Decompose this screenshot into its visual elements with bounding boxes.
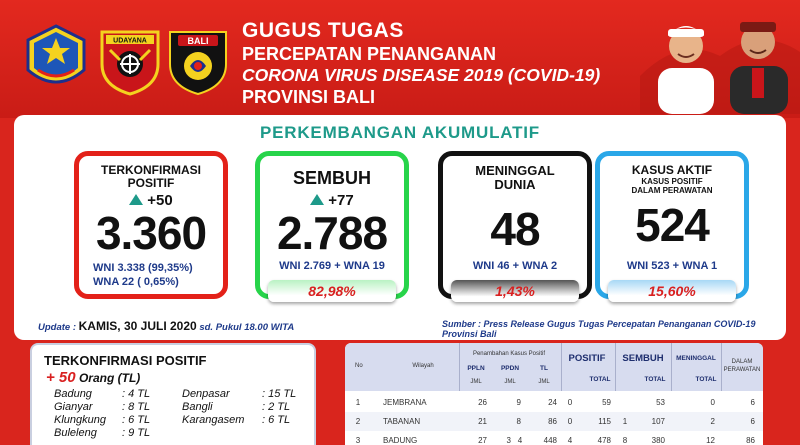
- deaths-sub: WNI 46 + WNA 2: [472, 260, 558, 272]
- recovered-percent: 82,98%: [268, 280, 396, 302]
- deaths-label-1: MENINGGAL: [475, 163, 555, 178]
- district-item: Bangli: 2 TL: [182, 401, 291, 413]
- header-title-2: PERCEPATAN PENANGANAN: [242, 44, 497, 64]
- update-bar: Update : KAMIS, 30 JULI 2020 sd. Pukul 1…: [38, 319, 778, 333]
- udayana-logo-text: UDAYANA: [113, 38, 147, 45]
- active-value: 524: [635, 199, 710, 251]
- col-positif: POSITIF: [568, 353, 606, 364]
- district-item: Karangasem: 6 TL: [182, 414, 291, 426]
- district-item: Badung: 4 TL: [54, 388, 151, 400]
- confirmed-value: 3.360: [95, 207, 207, 259]
- col-tl: TL: [540, 365, 548, 372]
- bali-province-logo: [26, 24, 86, 84]
- official-right-figure: [730, 22, 788, 114]
- bali-logo-text: BALI: [188, 36, 209, 46]
- confirmed-sub-wna: WNA 22 ( 0,65%): [93, 276, 179, 288]
- col-penambahan: Penambahan Kasus Positif: [472, 351, 546, 357]
- table-row: 3 BADUNG 27 3 4 448 4 478 8 380 12 86: [355, 436, 755, 445]
- active-label-3: DALAM PERAWATAN: [631, 186, 713, 195]
- recovered-sub: WNI 2.769 + WNA 19: [279, 260, 385, 272]
- recovered-delta-value: +77: [328, 192, 354, 209]
- section-title: PERKEMBANGAN AKUMULATIF: [260, 123, 540, 142]
- officials-photo: [640, 22, 800, 114]
- col-tl-jml: JML: [538, 379, 550, 385]
- recovered-value: 2.788: [276, 207, 388, 259]
- active-sub: WNI 523 + WNA 1: [626, 260, 718, 272]
- active-label-1: KASUS AKTIF: [631, 163, 713, 177]
- new-cases-unit: Orang (TL): [78, 371, 141, 385]
- confirmed-delta-value: +50: [147, 192, 173, 209]
- header-title-3: CORONA VIRUS DISEASE 2019 (COVID-19): [242, 65, 601, 85]
- header-title-4: PROVINSI BALI: [242, 87, 376, 107]
- new-cases-panel: TERKONFIRMASI POSITIF + 50 Orang (TL) Ba…: [30, 343, 316, 445]
- header-title-block: GUGUS TUGAS PERCEPATAN PENANGANAN CORONA…: [242, 19, 600, 108]
- up-arrow-icon: [129, 194, 144, 205]
- active-percent: 15,60%: [608, 280, 736, 302]
- deaths-percent: 1,43%: [451, 280, 579, 302]
- col-perawatan: PERAWATAN: [723, 367, 761, 373]
- confirmed-sub-wni: WNI 3.338 (99,35%): [93, 262, 193, 274]
- header-title-1: GUGUS TUGAS: [242, 19, 404, 42]
- new-cases-count: + 50: [46, 369, 76, 386]
- col-sembuh: SEMBUH: [622, 353, 664, 364]
- district-item: Klungkung: 6 TL: [54, 414, 151, 426]
- col-meninggal-total: TOTAL: [695, 376, 717, 383]
- update-suffix: sd. Pukul 18.00 WITA: [199, 322, 295, 333]
- table-row: 2 TABANAN 21 8 86 0 115 1 107 2 6: [345, 412, 763, 431]
- regional-table: No Wilayah Penambahan Kasus Positif PPLN…: [345, 343, 763, 445]
- active-label-2: KASUS POSITIF: [641, 177, 703, 186]
- deaths-card: MENINGGAL DUNIA 48 WNI 46 + WNA 2 1,43%: [438, 151, 592, 302]
- bali-police-logo: BALI: [169, 31, 227, 96]
- col-no: No: [355, 363, 363, 369]
- col-ppdn-jml: JML: [504, 379, 516, 385]
- district-item: Buleleng: 9 TL: [54, 427, 151, 439]
- col-ppdn: PPDN: [500, 365, 520, 372]
- confirmed-label-2: POSITIF: [127, 176, 175, 190]
- district-item: Denpasar: 15 TL: [182, 388, 297, 400]
- deaths-label-2: DUNIA: [494, 177, 536, 192]
- deaths-value: 48: [490, 203, 540, 255]
- update-date: KAMIS, 30 JULI 2020: [78, 319, 197, 333]
- new-cases-summary: + 50 Orang (TL): [46, 369, 140, 386]
- udayana-police-logo: UDAYANA: [100, 30, 160, 96]
- recovered-card: SEMBUH +77 2.788 WNI 2.769 + WNA 19 82,9…: [255, 151, 409, 302]
- col-positif-total: TOTAL: [589, 376, 611, 383]
- header-banner: UDAYANA BALI GUGUS TUGAS PERCEPATAN PENA…: [0, 0, 800, 118]
- col-wilayah: Wilayah: [412, 363, 434, 369]
- confirmed-card: TERKONFIRMASI POSITIF +50 3.360 WNI 3.33…: [74, 151, 228, 299]
- official-left-figure: [658, 26, 714, 114]
- update-prefix: Update :: [38, 322, 76, 333]
- col-dalam: DALAM: [731, 359, 753, 365]
- table-header: No Wilayah Penambahan Kasus Positif PPLN…: [345, 343, 763, 391]
- col-sembuh-total: TOTAL: [644, 376, 666, 383]
- cumulative-panel: PERKEMBANGAN AKUMULATIF TERKONFIRMASI PO…: [14, 115, 786, 340]
- col-ppln-jml: JML: [470, 379, 482, 385]
- col-meninggal: MENINGGAL: [676, 355, 716, 362]
- recovered-delta: +77: [260, 192, 404, 209]
- confirmed-label-1: TERKONFIRMASI: [101, 163, 201, 177]
- source-note: Sumber : Press Release Gugus Tugas Perce…: [442, 319, 756, 339]
- recovered-label: SEMBUH: [292, 168, 371, 188]
- active-card: KASUS AKTIF KASUS POSITIF DALAM PERAWATA…: [595, 151, 749, 302]
- confirmed-delta: +50: [79, 192, 223, 209]
- district-item: Gianyar: 8 TL: [54, 401, 151, 413]
- new-cases-title: TERKONFIRMASI POSITIF: [44, 353, 207, 368]
- up-arrow-icon: [310, 194, 325, 205]
- table-row: 1 JEMBRANA 26 9 24 0 59 53 0 6: [355, 398, 755, 407]
- col-ppln: PPLN: [467, 365, 485, 372]
